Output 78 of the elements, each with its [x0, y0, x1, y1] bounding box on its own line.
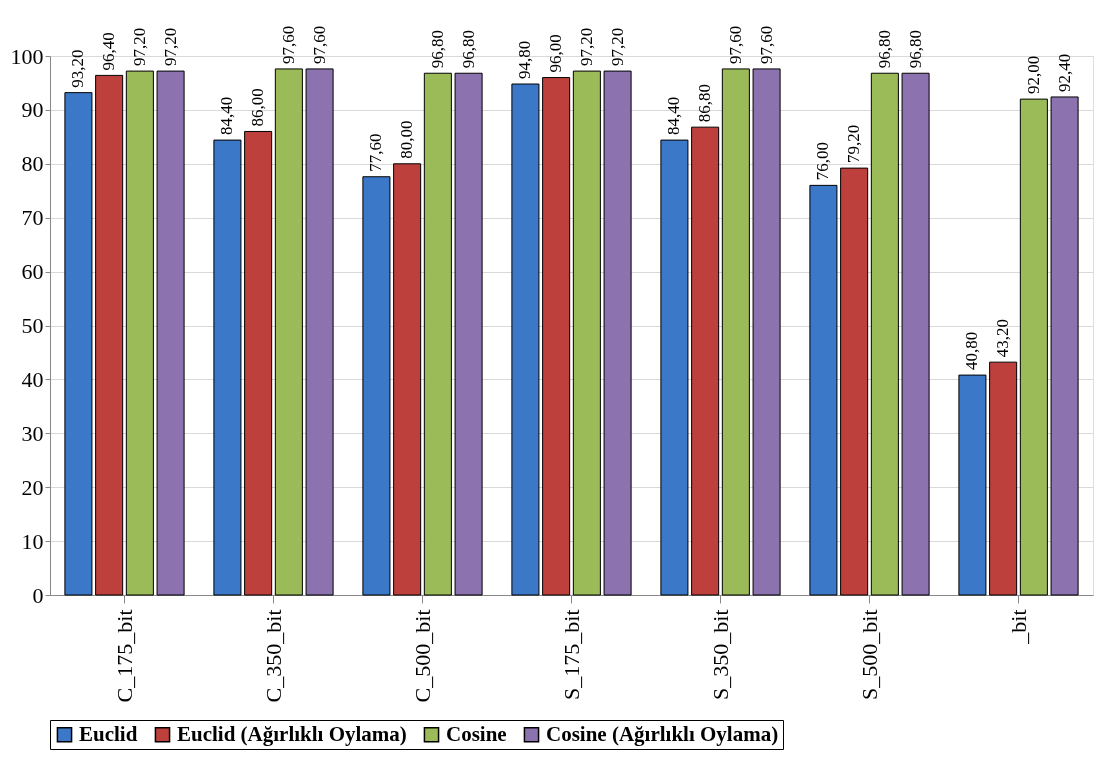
bar: [660, 139, 689, 596]
data-label: 97,60: [756, 25, 776, 64]
data-label: 96,80: [905, 30, 925, 69]
y-tick-label: 0: [32, 582, 44, 608]
data-label: 76,00: [813, 142, 833, 181]
legend-label: Euclid: [79, 721, 138, 746]
bar: [603, 70, 632, 596]
data-label: 97,60: [278, 25, 298, 64]
bar: [870, 72, 899, 596]
data-label: 97,20: [576, 27, 596, 67]
data-label: 97,60: [725, 25, 745, 64]
bar: [1019, 98, 1048, 596]
bar: [125, 70, 154, 596]
data-label: 97,20: [160, 27, 180, 67]
x-tick-label: C_350_bit: [260, 609, 286, 703]
data-label: 79,20: [844, 124, 864, 164]
bar: [244, 130, 273, 596]
bar: [95, 74, 124, 596]
y-tick-label: 80: [21, 151, 44, 177]
y-tick-label: 50: [21, 313, 44, 338]
data-label: 97,20: [129, 27, 149, 67]
bar: [721, 68, 750, 596]
bar: [213, 139, 242, 596]
data-label: 97,60: [309, 25, 329, 64]
bar: [156, 70, 185, 596]
y-tick-label: 40: [21, 366, 44, 392]
bar: [362, 176, 391, 596]
bar: [423, 72, 452, 596]
bar: [64, 92, 93, 596]
legend-label: Cosine: [446, 721, 507, 746]
data-label: 77,60: [366, 133, 386, 172]
bar: [901, 72, 930, 596]
bar: [542, 77, 571, 596]
data-label: 86,00: [248, 88, 268, 127]
x-tick-label: _bit: [1005, 609, 1031, 645]
data-label: 92,00: [1023, 55, 1043, 95]
data-label: 96,80: [427, 30, 447, 69]
data-label: 86,80: [695, 83, 715, 123]
bar: [958, 374, 987, 596]
data-label: 84,40: [217, 96, 237, 136]
bar: [691, 126, 720, 596]
y-tick-label: 30: [21, 420, 44, 446]
x-tick-label: S_500_bit: [856, 609, 882, 700]
legend-label: Cosine (Ağırlıklı Oylama): [546, 721, 779, 746]
bar: [752, 68, 781, 596]
y-tick-label: 20: [21, 474, 44, 500]
data-label: 96,80: [874, 30, 894, 69]
x-tick-label: S_175_bit: [558, 609, 584, 700]
bar: [572, 70, 601, 596]
bar: [393, 163, 422, 596]
bar: [989, 361, 1018, 596]
bar: [454, 72, 483, 596]
data-label: 43,20: [993, 318, 1013, 358]
data-label: 96,00: [546, 34, 566, 73]
data-label: 97,20: [607, 27, 627, 67]
bar: [305, 68, 334, 596]
data-label: 40,80: [962, 331, 982, 371]
bar: [840, 167, 869, 596]
y-tick-label: 10: [21, 528, 44, 554]
x-tick-label: C_500_bit: [409, 609, 435, 703]
y-tick-label: 90: [21, 97, 44, 123]
y-tick-label: 70: [21, 205, 44, 231]
data-label: 92,40: [1054, 53, 1074, 92]
data-label: 84,40: [664, 96, 684, 136]
data-label: 96,80: [458, 30, 478, 69]
bar: [511, 83, 540, 596]
bar: [274, 68, 303, 596]
data-label: 94,80: [515, 40, 535, 80]
y-tick-label: 100: [10, 43, 44, 69]
data-label: 93,20: [68, 49, 88, 88]
data-label: 96,40: [99, 32, 119, 71]
y-tick-label: 60: [21, 259, 44, 285]
data-label: 80,00: [397, 120, 417, 159]
bar: [1050, 96, 1079, 596]
x-tick-label: C_175_bit: [111, 609, 137, 703]
bar: [809, 184, 838, 596]
x-tick-label: S_350_bit: [707, 609, 733, 700]
legend-label: Euclid (Ağırlıklı Oylama): [177, 721, 407, 746]
